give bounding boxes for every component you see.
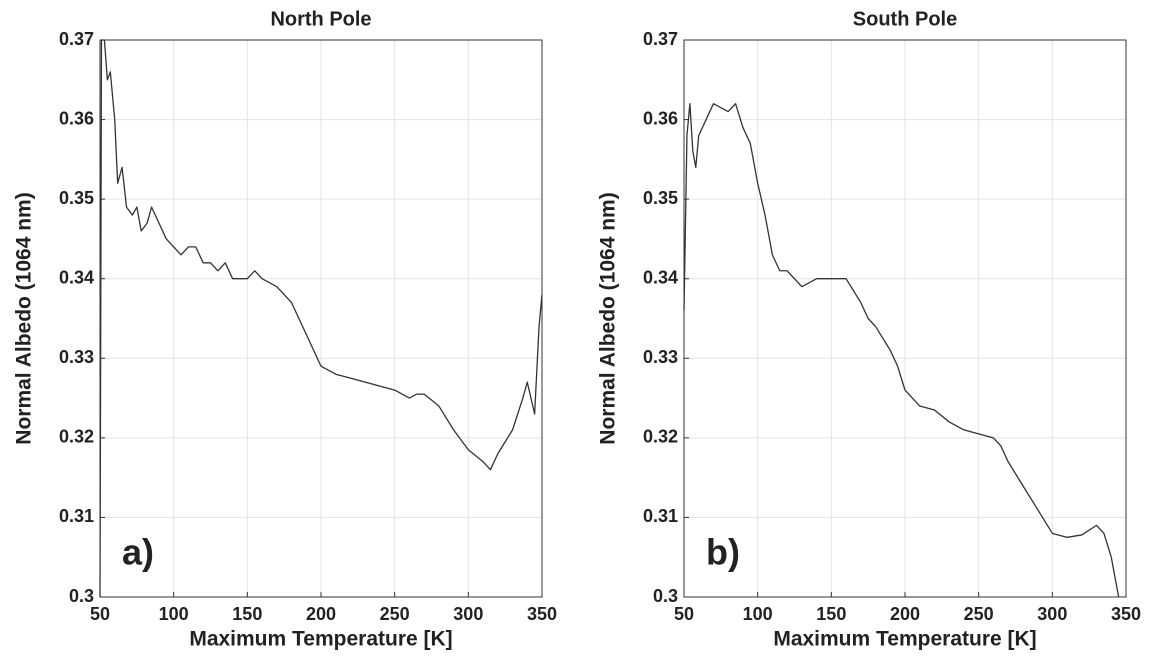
x-axis-label: Maximum Temperature [K] <box>189 628 452 651</box>
panel-label: a) <box>122 532 154 573</box>
y-tick-label: 0.33 <box>643 347 678 367</box>
y-tick-label: 0.32 <box>643 427 678 447</box>
x-tick-label: 150 <box>232 604 262 624</box>
x-tick-label: 200 <box>890 604 920 624</box>
x-tick-label: 100 <box>743 604 773 624</box>
y-tick-label: 0.33 <box>59 347 94 367</box>
x-tick-label: 200 <box>306 604 336 624</box>
y-axis-label: Normal Albedo (1064 nm) <box>13 192 36 444</box>
y-tick-label: 0.31 <box>643 506 678 526</box>
y-tick-label: 0.35 <box>643 188 678 208</box>
y-tick-label: 0.32 <box>59 427 94 447</box>
chart-panel: 0.3 0.31 0.32 0.33 0.34 0.35 0.36 0.37 50 100 150 2… <box>13 8 557 650</box>
x-tick-label: 150 <box>816 604 846 624</box>
y-tick-label: 0.34 <box>59 267 94 287</box>
x-tick-label: 250 <box>380 604 410 624</box>
plot-frame <box>683 39 1127 598</box>
data-line <box>99 39 543 598</box>
x-tick-label: 50 <box>674 604 694 624</box>
y-tick-label: 0.36 <box>59 108 94 128</box>
chart-title: North Pole <box>270 8 371 30</box>
y-tick-label: 0.34 <box>643 267 678 287</box>
y-tick-label: 0.36 <box>643 108 678 128</box>
x-axis-label: Maximum Temperature [K] <box>773 628 1036 651</box>
y-tick-label: 0.3 <box>653 586 678 606</box>
y-axis-label: Normal Albedo (1064 nm) <box>597 192 620 444</box>
x-tick-label: 100 <box>159 604 189 624</box>
chart-panel: 0.3 0.31 0.32 0.33 0.34 0.35 0.36 0.37 50 100 150 2… <box>597 8 1141 650</box>
panel-label: b) <box>706 532 740 573</box>
y-tick-label: 0.3 <box>69 586 94 606</box>
y-tick-label: 0.31 <box>59 506 94 526</box>
x-tick-label: 300 <box>1037 604 1067 624</box>
y-tick-label: 0.37 <box>59 29 94 49</box>
x-tick-label: 350 <box>1111 604 1141 624</box>
data-line <box>683 103 1120 598</box>
y-tick-label: 0.37 <box>643 29 678 49</box>
x-tick-label: 350 <box>527 604 557 624</box>
x-tick-label: 300 <box>453 604 483 624</box>
plot-frame <box>99 39 543 598</box>
chart-title: South Pole <box>853 8 957 30</box>
y-tick-label: 0.35 <box>59 188 94 208</box>
x-tick-label: 250 <box>964 604 994 624</box>
x-tick-label: 50 <box>90 604 110 624</box>
